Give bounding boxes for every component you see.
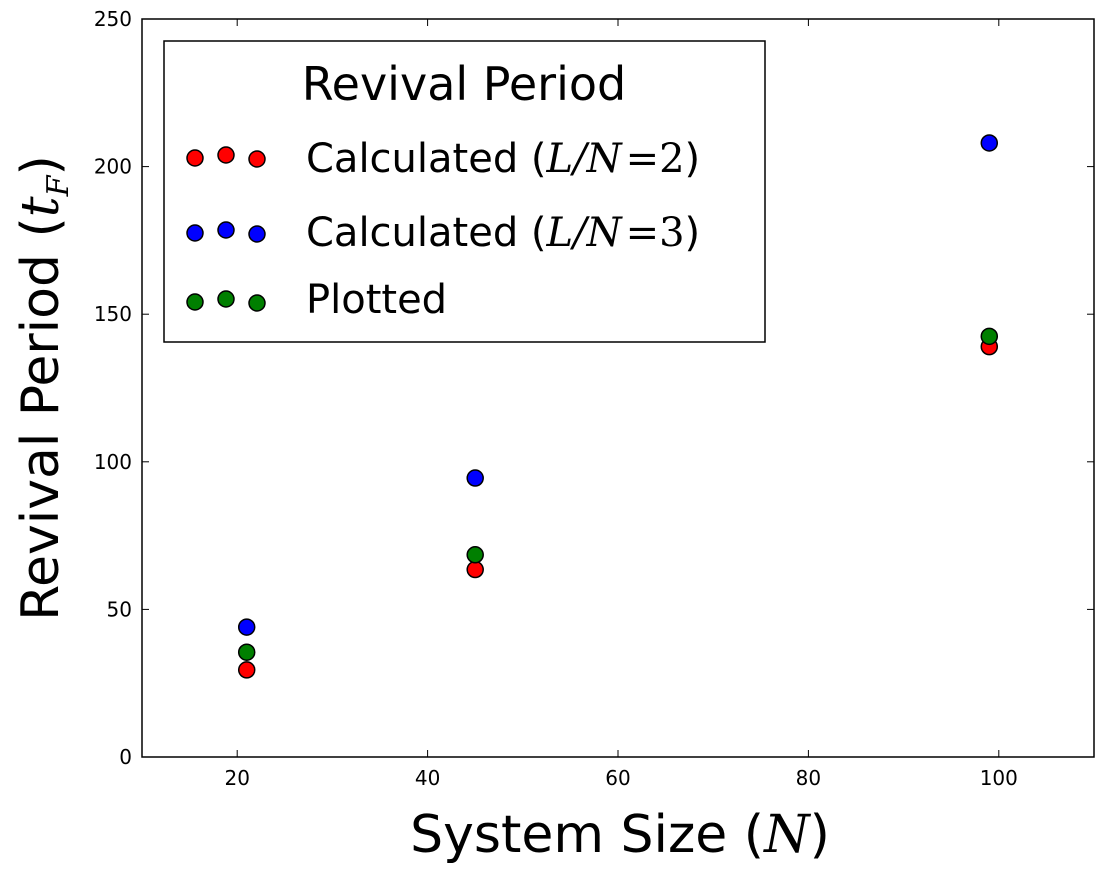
legend-marker-1 bbox=[217, 221, 235, 239]
legend-marker-0 bbox=[248, 150, 266, 168]
y-tick-label: 100 bbox=[94, 450, 132, 474]
series-0-point bbox=[237, 661, 256, 679]
x-axis-label: System Size (N) bbox=[410, 805, 830, 865]
legend-marker-2 bbox=[186, 293, 204, 311]
y-tick-label: 50 bbox=[107, 597, 132, 621]
series-0-point bbox=[466, 560, 484, 579]
legend-entry-0: Calculated (L/N =2) bbox=[306, 136, 700, 182]
legend-marker-1 bbox=[186, 224, 204, 242]
y-tick-label: 250 bbox=[94, 7, 132, 31]
legend-box bbox=[163, 40, 766, 343]
legend-marker-2 bbox=[248, 294, 266, 312]
series-1-point bbox=[466, 469, 484, 487]
legend-entry-1: Calculated (L/N =3) bbox=[306, 210, 700, 256]
series-1-point bbox=[237, 618, 256, 636]
legend-title: Revival Period bbox=[302, 57, 626, 111]
legend-entry-2: Plotted bbox=[306, 277, 447, 323]
series-2-point bbox=[237, 643, 256, 661]
x-tick-label: 20 bbox=[224, 766, 249, 790]
x-tick-label: 100 bbox=[980, 766, 1018, 790]
x-tick-label: 40 bbox=[415, 766, 440, 790]
ticks-layer: 20 40 60 80 100 0 50 100 150 200 250 bbox=[94, 7, 1094, 790]
series-1-point bbox=[980, 134, 999, 152]
legend-markers bbox=[186, 146, 266, 312]
y-tick-label: 200 bbox=[94, 155, 132, 179]
x-tick-label: 80 bbox=[796, 766, 821, 790]
y-tick-label: 0 bbox=[119, 745, 132, 769]
points-layer bbox=[237, 134, 999, 679]
series-2-point bbox=[466, 546, 484, 564]
series-2-point bbox=[980, 327, 999, 346]
y-tick-label: 150 bbox=[94, 302, 132, 326]
legend: Revival Period Calculated (L/N =2) Calcul… bbox=[163, 40, 766, 343]
y-axis-label: Revival Period (tF) bbox=[11, 155, 76, 621]
x-tick-label: 60 bbox=[605, 766, 630, 790]
legend-marker-2 bbox=[217, 290, 235, 308]
plot-frame bbox=[141, 18, 1095, 758]
legend-marker-0 bbox=[186, 149, 204, 167]
legend-marker-1 bbox=[248, 225, 266, 243]
legend-marker-0 bbox=[217, 146, 235, 164]
